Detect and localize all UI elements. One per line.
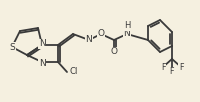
Text: N: N [124,29,130,38]
Text: N: N [39,59,45,68]
Text: N: N [86,35,92,44]
Text: O: O [98,29,104,38]
Text: Cl: Cl [70,68,78,76]
Text: N: N [39,39,45,48]
Text: F: F [179,63,183,72]
Text: H: H [124,22,130,30]
Text: F: F [170,68,174,76]
Text: S: S [9,43,15,52]
Text: F: F [161,63,165,72]
Text: O: O [110,48,118,57]
